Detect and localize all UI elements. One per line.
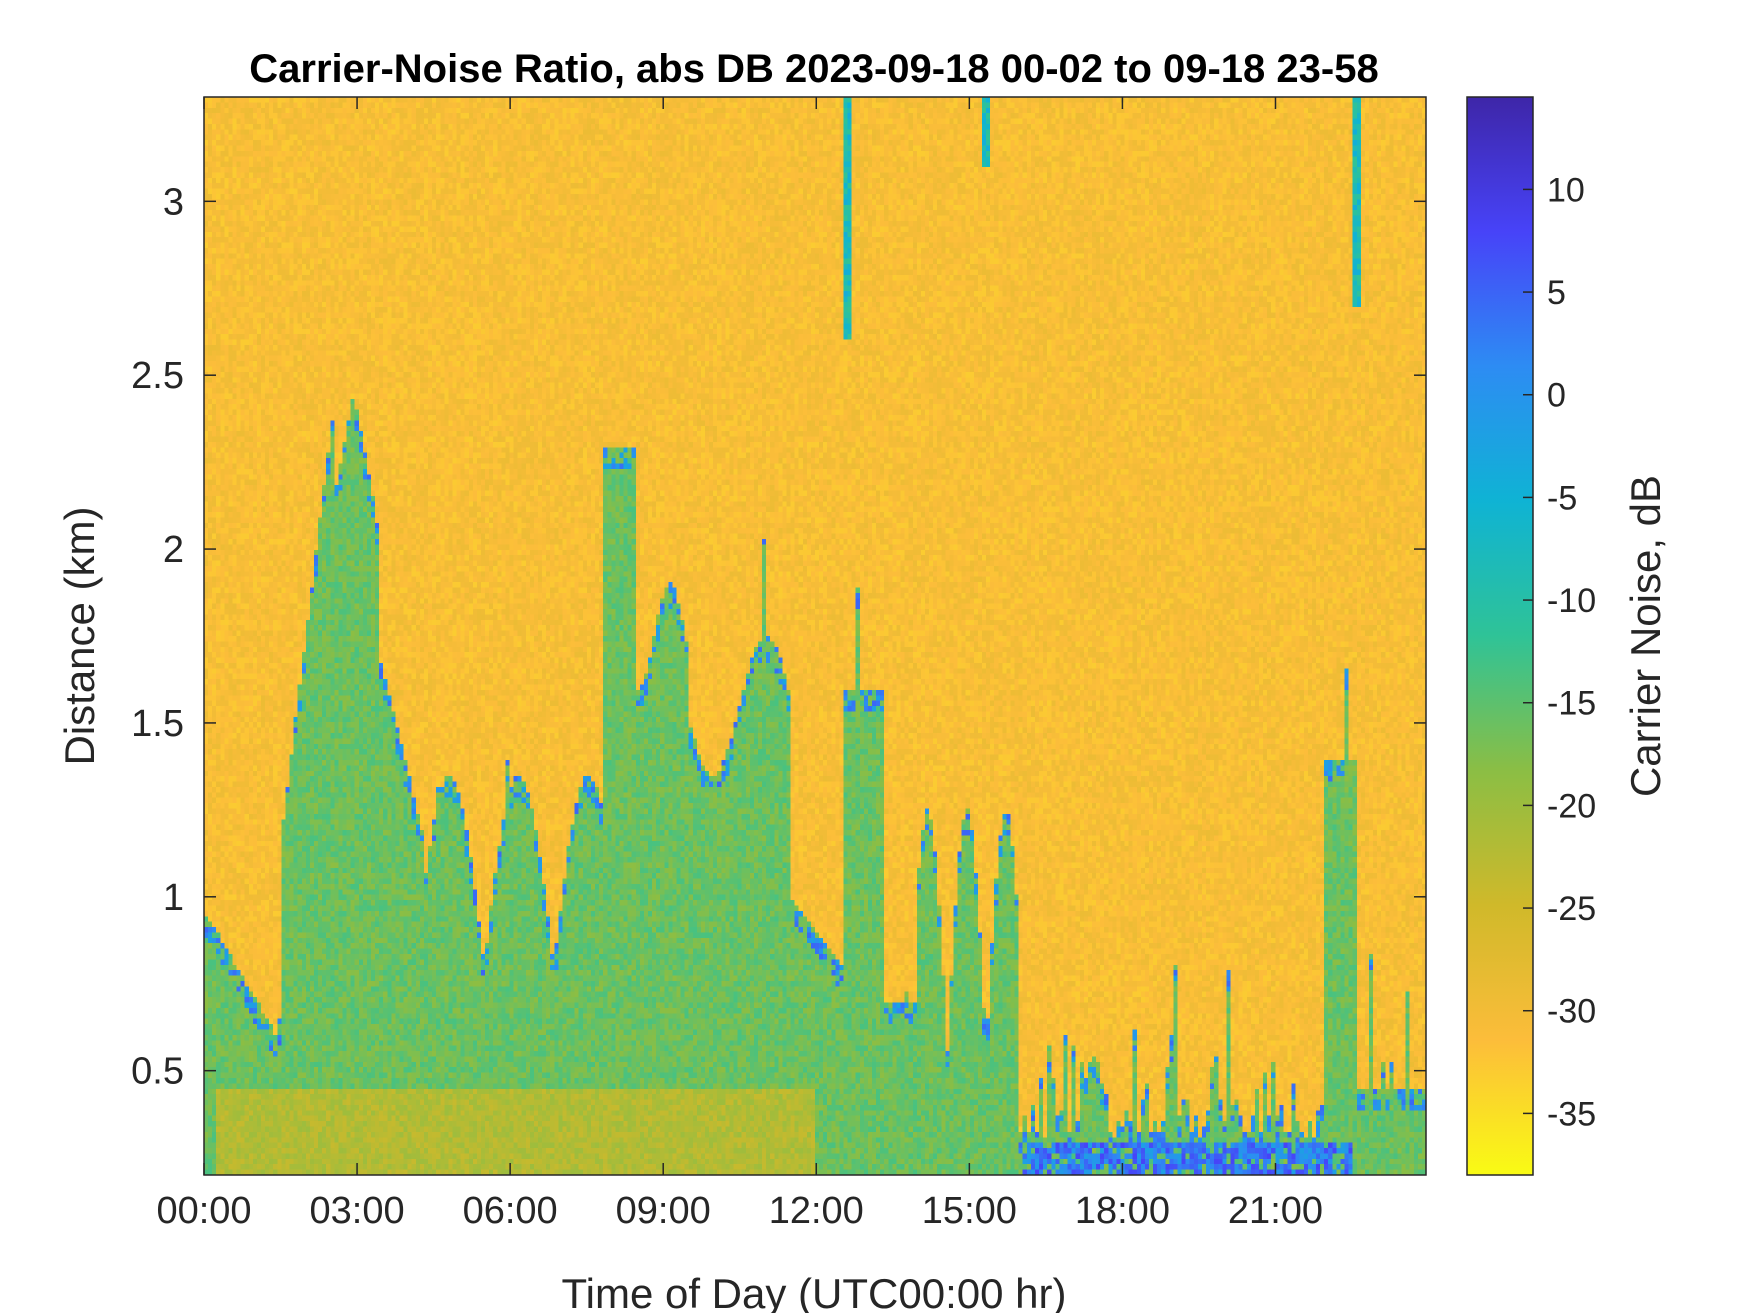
heatmap-image — [204, 97, 1426, 1175]
colorbar-tick-label: 0 — [1547, 377, 1566, 415]
x-tick-label: 18:00 — [1075, 1190, 1170, 1232]
y-axis: 0.5 1 1.5 2 2.5 3 — [131, 181, 1426, 1093]
x-tick-label: 06:00 — [463, 1190, 558, 1232]
x-tick-label: 21:00 — [1228, 1190, 1323, 1232]
y-tick-label: 3 — [163, 181, 184, 223]
colorbar-tick-label: -10 — [1547, 582, 1596, 620]
y-tick-label: 0.5 — [131, 1051, 184, 1093]
colorbar: 10 5 0 -5 -10 -15 -20 -25 -30 -35 Carrier Noise, … — [1466, 96, 1669, 1176]
colorbar-tick-label: 5 — [1547, 274, 1566, 312]
colorbar-tick-label: -35 — [1547, 1095, 1596, 1133]
colorbar-label: Carrier Noise, dB — [1622, 475, 1669, 797]
plot-frame — [203, 96, 1427, 1176]
y-tick-label: 2.5 — [131, 355, 184, 397]
y-tick-label: 2 — [163, 529, 184, 571]
y-axis-label: Distance (km) — [56, 506, 103, 765]
y-tick-label: 1 — [163, 877, 184, 919]
chart-title: Carrier-Noise Ratio, abs DB 2023-09-18 0… — [249, 47, 1378, 91]
colorbar-tick-label: -30 — [1547, 993, 1596, 1031]
colorbar-ticks: 10 5 0 -5 -10 -15 -20 -25 -30 -35 — [1523, 171, 1596, 1133]
colorbar-tick-label: 10 — [1547, 171, 1585, 209]
x-tick-label: 15:00 — [922, 1190, 1017, 1232]
x-tick-label: 03:00 — [310, 1190, 405, 1232]
x-axis-label: Time of Day (UTC00:00 hr) — [562, 1270, 1067, 1313]
x-tick-label: 12:00 — [769, 1190, 864, 1232]
colorbar-tick-label: -5 — [1547, 479, 1577, 517]
colorbar-gradient — [1466, 96, 1534, 1176]
x-tick-label: 00:00 — [156, 1190, 251, 1232]
y-tick-label: 1.5 — [131, 703, 184, 745]
colorbar-tick-label: -15 — [1547, 685, 1596, 723]
colorbar-tick-label: -25 — [1547, 890, 1596, 928]
heatmap-plot-area — [203, 96, 1427, 1176]
colorbar-tick-label: -20 — [1547, 787, 1596, 825]
x-axis: 00:00 03:00 06:00 09:00 12:00 15:00 18:00 21:00 — [156, 97, 1323, 1232]
x-tick-label: 09:00 — [616, 1190, 711, 1232]
